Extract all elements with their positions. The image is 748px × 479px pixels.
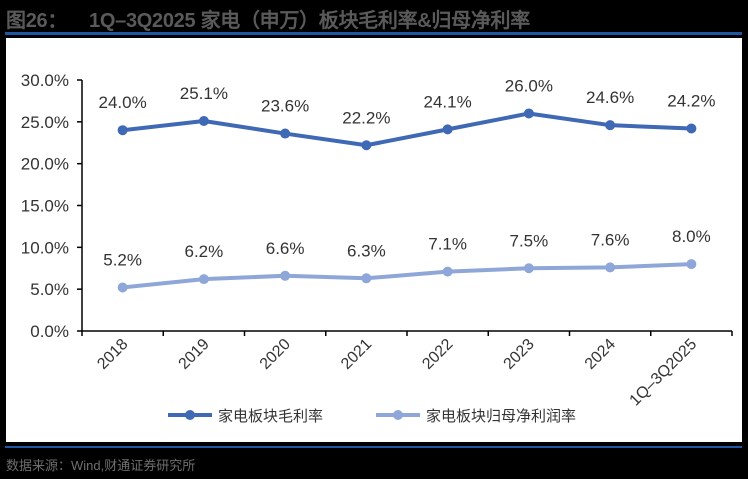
data-point (686, 259, 697, 270)
data-point (442, 266, 453, 277)
y-tick-label: 10.0% (21, 238, 69, 257)
data-label: 22.2% (342, 108, 390, 127)
x-tick-label: 2024 (582, 336, 619, 373)
y-tick-label: 20.0% (21, 155, 69, 174)
x-tick-label: 1Q–3Q2025 (627, 336, 701, 410)
y-tick-label: 25.0% (21, 113, 69, 132)
data-point (280, 128, 291, 139)
y-tick-label: 0.0% (30, 322, 69, 341)
data-label: 5.2% (103, 250, 142, 269)
legend-marker-gross-icon (168, 410, 212, 420)
y-tick-label: 30.0% (21, 71, 69, 90)
figure-title-text: 1Q–3Q2025 家电（申万）板块毛利率&归母净利率 (89, 10, 530, 32)
data-point (361, 273, 372, 284)
y-tick-label: 15.0% (21, 197, 69, 216)
data-point (117, 125, 128, 136)
data-point (442, 124, 453, 135)
figure-title: 图26： 1Q–3Q2025 家电（申万）板块毛利率&归母净利率 (6, 4, 530, 32)
data-label: 26.0% (505, 76, 553, 95)
x-tick-label: 2021 (338, 336, 375, 373)
data-point (198, 115, 209, 126)
data-label: 7.1% (428, 235, 467, 254)
bottom-rule (5, 446, 742, 448)
data-label: 6.2% (185, 242, 224, 261)
data-label: 7.5% (510, 231, 549, 250)
figure-label: 图26： (6, 10, 68, 32)
data-point (686, 123, 697, 134)
legend-label: 家电板块归母净利润率 (426, 407, 577, 425)
data-point (605, 262, 616, 273)
x-tick-label: 2019 (176, 336, 213, 373)
legend-item-gross-margin: 家电板块毛利率 (168, 400, 323, 430)
source-note: 数据来源：Wind,财通证券研究所 (6, 458, 196, 473)
legend-item-net-margin: 家电板块归母净利润率 (376, 400, 576, 430)
legend-marker-net-icon (376, 410, 420, 420)
data-label: 24.6% (586, 88, 634, 107)
data-label: 24.1% (424, 92, 472, 111)
legend-label: 家电板块毛利率 (218, 407, 324, 425)
data-point (361, 140, 372, 151)
data-point (117, 282, 128, 293)
x-tick-label: 2023 (501, 336, 538, 373)
series-line (122, 262, 692, 290)
data-label: 6.6% (266, 239, 305, 258)
series-line (122, 111, 692, 148)
data-label: 23.6% (261, 97, 309, 116)
x-tick-label: 2018 (94, 336, 131, 373)
x-tick-label: 2022 (419, 336, 456, 373)
data-point (198, 274, 209, 285)
data-label: 25.1% (180, 84, 228, 103)
data-point (605, 120, 616, 131)
data-point (280, 270, 291, 281)
data-label: 24.0% (99, 93, 147, 112)
data-point (523, 108, 534, 119)
chart-panel (6, 38, 742, 442)
top-rule (5, 32, 742, 35)
x-tick-label: 2020 (257, 336, 294, 373)
data-label: 24.2% (667, 92, 715, 111)
legend: 家电板块毛利率 家电板块归母净利润率 (0, 400, 748, 430)
y-tick-label: 5.0% (30, 280, 69, 299)
data-label: 6.3% (347, 241, 386, 260)
data-label: 7.6% (591, 230, 630, 249)
data-point (523, 263, 534, 274)
data-label: 8.0% (672, 227, 711, 246)
